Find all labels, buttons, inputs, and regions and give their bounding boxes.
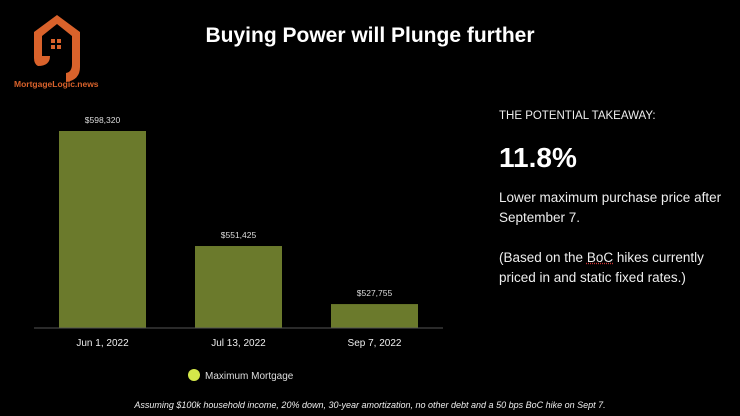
- bar: [195, 246, 282, 328]
- takeaway-heading: THE POTENTIAL TAKEAWAY:: [499, 110, 656, 122]
- page-title: Buying Power will Plunge further: [205, 24, 535, 47]
- takeaway-percent: 11.8%: [499, 142, 577, 173]
- data-label: $527,755: [357, 288, 393, 298]
- bar: [331, 304, 418, 328]
- note-part-2: hikes currently priced in and static fix…: [499, 250, 704, 285]
- legend-label: Maximum Mortgage: [205, 371, 294, 382]
- note-part-1: (Based on the: [499, 250, 587, 265]
- x-tick-label: Sep 7, 2022: [348, 338, 402, 349]
- takeaway-body: Lower maximum purchase price after Septe…: [499, 190, 722, 225]
- bar-chart: $598,320 Jun 1, 2022 $551,425 Jul 13, 2022 $…: [34, 115, 443, 382]
- takeaway-note: (Based on the BoC hikes currently priced…: [499, 248, 729, 288]
- note-boc: BoC: [586, 250, 614, 265]
- logo-text: MortgageLogic.news: [14, 79, 99, 89]
- legend-marker: [188, 369, 200, 381]
- takeaway-panel: THE POTENTIAL TAKEAWAY: 11.8% Lower maxi…: [499, 110, 729, 288]
- data-label: $551,425: [221, 230, 257, 240]
- x-tick-label: Jul 13, 2022: [211, 338, 266, 349]
- footnote: Assuming $100k household income, 20% dow…: [134, 400, 606, 410]
- bar: [59, 131, 146, 328]
- data-label: $598,320: [85, 115, 121, 125]
- x-tick-label: Jun 1, 2022: [76, 338, 129, 349]
- mortgagelogic-logo-icon: [34, 15, 80, 82]
